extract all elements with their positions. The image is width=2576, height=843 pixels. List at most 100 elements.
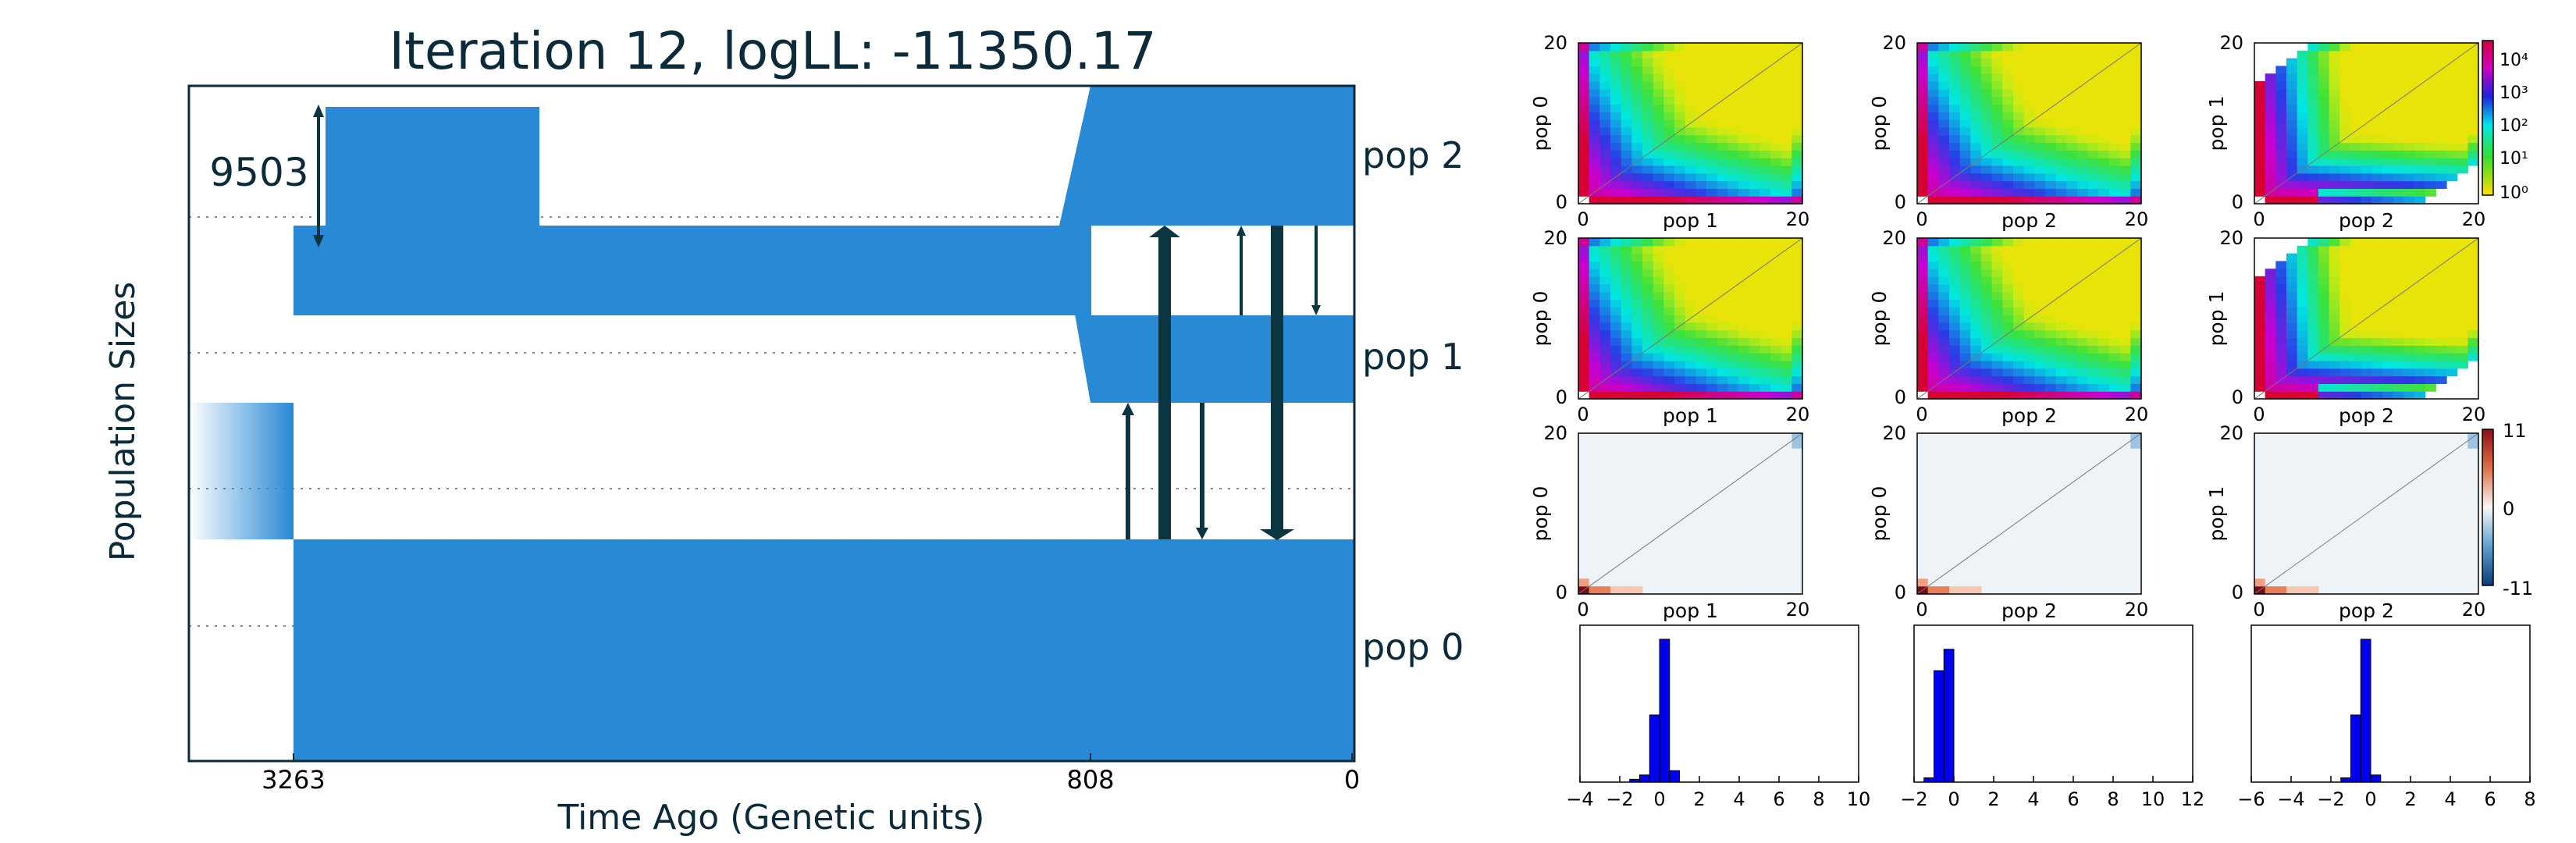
histogram-tick-label: 2 xyxy=(2404,788,2416,810)
sfs-cell xyxy=(2457,112,2468,120)
sfs-cell xyxy=(1938,66,1950,74)
sfs-cell xyxy=(1938,150,1950,158)
sfs-cell xyxy=(2467,245,2479,254)
sfs-cell xyxy=(2425,329,2436,339)
sfs-cell xyxy=(1706,238,1718,247)
sfs-cell xyxy=(1717,73,1728,82)
histogram-tick-label: 4 xyxy=(2444,788,2456,810)
sfs-cell xyxy=(1631,299,1643,308)
sfs-cell xyxy=(1759,245,1771,254)
sfs-cell xyxy=(2414,134,2426,144)
sfs-cell xyxy=(2077,180,2089,189)
sfs-cell xyxy=(1653,188,1664,197)
scale-label: 9503 xyxy=(209,150,308,195)
sfs-cell xyxy=(2077,88,2089,98)
sfs-cell xyxy=(2467,307,2479,315)
sfs-cell xyxy=(2425,188,2436,197)
sfs-cell xyxy=(1578,50,1590,59)
sfs-cell xyxy=(1663,291,1675,301)
sfs-cell xyxy=(1706,66,1718,74)
sfs-cell xyxy=(2329,368,2340,377)
sfs-cell xyxy=(2254,329,2266,339)
sfs-cell xyxy=(2087,43,2099,52)
sfs-cell xyxy=(2254,375,2266,384)
sfs-cell xyxy=(1749,360,1760,369)
sfs-cell xyxy=(1674,315,1686,323)
sfs-cell xyxy=(1578,150,1590,158)
sfs-cell xyxy=(1991,383,2003,392)
sfs-cell xyxy=(1599,134,1611,144)
sfs-cell xyxy=(1685,96,1696,105)
sfs-cell xyxy=(1970,245,1982,254)
sfs-cell xyxy=(2098,360,2110,369)
sfs-cell xyxy=(1991,245,2003,254)
sfs-cell xyxy=(2254,96,2266,105)
sfs-cell xyxy=(1610,66,1622,74)
sfs-cell xyxy=(1759,375,1771,384)
sfs-cell xyxy=(2403,299,2415,308)
y-tick-label: 20 xyxy=(2219,32,2243,54)
sfs-cell xyxy=(2382,81,2394,90)
sfs-cell xyxy=(1981,283,1993,293)
sfs-cell xyxy=(1981,253,1993,262)
sfs-cell xyxy=(2297,126,2308,136)
sfs-cell xyxy=(2002,165,2014,174)
sfs-cell xyxy=(2098,322,2110,331)
sfs-cell xyxy=(2414,50,2426,59)
sfs-cell xyxy=(1949,81,1961,90)
sfs-cell xyxy=(1674,188,1686,197)
sfs-cell xyxy=(2457,150,2468,158)
sfs-cell xyxy=(1706,142,1718,151)
sfs-cell xyxy=(1599,165,1611,174)
sfs-cell xyxy=(1599,196,1611,205)
sfs-cell xyxy=(1663,345,1675,354)
sfs-cell xyxy=(1685,43,1696,52)
sfs-cell xyxy=(2467,269,2479,277)
sfs-cell xyxy=(2371,73,2383,82)
sfs-cell xyxy=(2109,43,2121,52)
histogram-tick-label: 12 xyxy=(2181,788,2205,810)
sfs-cell xyxy=(2425,50,2436,59)
sfs-cell xyxy=(2286,196,2298,205)
sfs-cell xyxy=(1991,329,2003,339)
sfs-cell xyxy=(2275,337,2287,346)
sfs-cell xyxy=(2066,375,2078,384)
sfs-cell xyxy=(2382,158,2394,166)
sfs-cell xyxy=(2045,58,2057,67)
sfs-cell xyxy=(2254,119,2266,128)
sfs-cell xyxy=(1917,329,1929,339)
sfs-cell xyxy=(2350,173,2362,182)
sfs-cell xyxy=(2318,375,2330,384)
residual-histogram: −4 −2 0 2 4 6 8 10 xyxy=(1566,624,1870,810)
sfs-cell xyxy=(1781,58,1792,67)
sfs-cell xyxy=(2034,322,2046,331)
sfs-cell xyxy=(1685,383,1696,392)
sfs-cell xyxy=(1610,104,1622,112)
sfs-cell xyxy=(2361,73,2372,82)
sfs-cell xyxy=(2023,88,2035,98)
sfs-cell xyxy=(1631,345,1643,354)
sfs-cell xyxy=(1917,245,1929,254)
sfs-cell xyxy=(2339,245,2351,254)
sfs-cell xyxy=(2393,158,2404,166)
sfs-cell xyxy=(2286,66,2298,74)
sfs-cell xyxy=(2034,383,2046,392)
sfs-cell xyxy=(2318,196,2330,205)
sfs-cell xyxy=(1938,126,1950,136)
migration-arrowhead xyxy=(1196,528,1208,539)
sfs-cell xyxy=(1991,119,2003,128)
sfs-cell xyxy=(1738,73,1750,82)
sfs-cell xyxy=(2002,299,2014,308)
sfs-cell xyxy=(1917,261,1929,269)
sfs-cell xyxy=(1759,173,1771,182)
sfs-cell xyxy=(2066,43,2078,52)
sfs-cell xyxy=(1949,337,1961,346)
sfs-cell xyxy=(2098,245,2110,254)
sfs-cell xyxy=(2013,391,2025,400)
sfs-cell xyxy=(1695,104,1707,112)
sfs-cell xyxy=(1717,276,1728,285)
sfs-cell xyxy=(2307,322,2319,331)
sfs-cell xyxy=(1674,81,1686,90)
sfs-cell xyxy=(1959,345,1971,354)
